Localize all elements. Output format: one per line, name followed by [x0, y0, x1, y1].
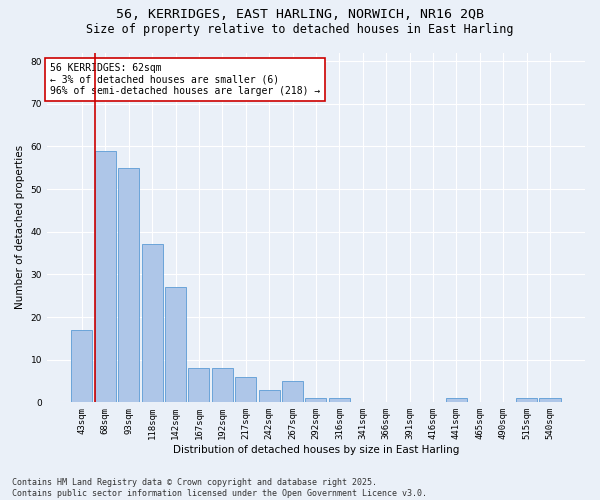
Bar: [446, 398, 467, 402]
Bar: [329, 398, 350, 402]
Text: Contains HM Land Registry data © Crown copyright and database right 2025.
Contai: Contains HM Land Registry data © Crown c…: [12, 478, 427, 498]
Bar: [282, 381, 303, 402]
Bar: [95, 150, 116, 402]
Bar: [118, 168, 139, 402]
Text: 56, KERRIDGES, EAST HARLING, NORWICH, NR16 2QB: 56, KERRIDGES, EAST HARLING, NORWICH, NR…: [116, 8, 484, 20]
Bar: [259, 390, 280, 402]
Y-axis label: Number of detached properties: Number of detached properties: [15, 146, 25, 310]
Bar: [305, 398, 326, 402]
Bar: [71, 330, 92, 402]
Bar: [212, 368, 233, 402]
Bar: [188, 368, 209, 402]
Bar: [142, 244, 163, 402]
Bar: [539, 398, 560, 402]
Bar: [165, 287, 186, 403]
Text: Size of property relative to detached houses in East Harling: Size of property relative to detached ho…: [86, 22, 514, 36]
X-axis label: Distribution of detached houses by size in East Harling: Distribution of detached houses by size …: [173, 445, 459, 455]
Bar: [516, 398, 537, 402]
Bar: [235, 376, 256, 402]
Text: 56 KERRIDGES: 62sqm
← 3% of detached houses are smaller (6)
96% of semi-detached: 56 KERRIDGES: 62sqm ← 3% of detached hou…: [50, 63, 320, 96]
